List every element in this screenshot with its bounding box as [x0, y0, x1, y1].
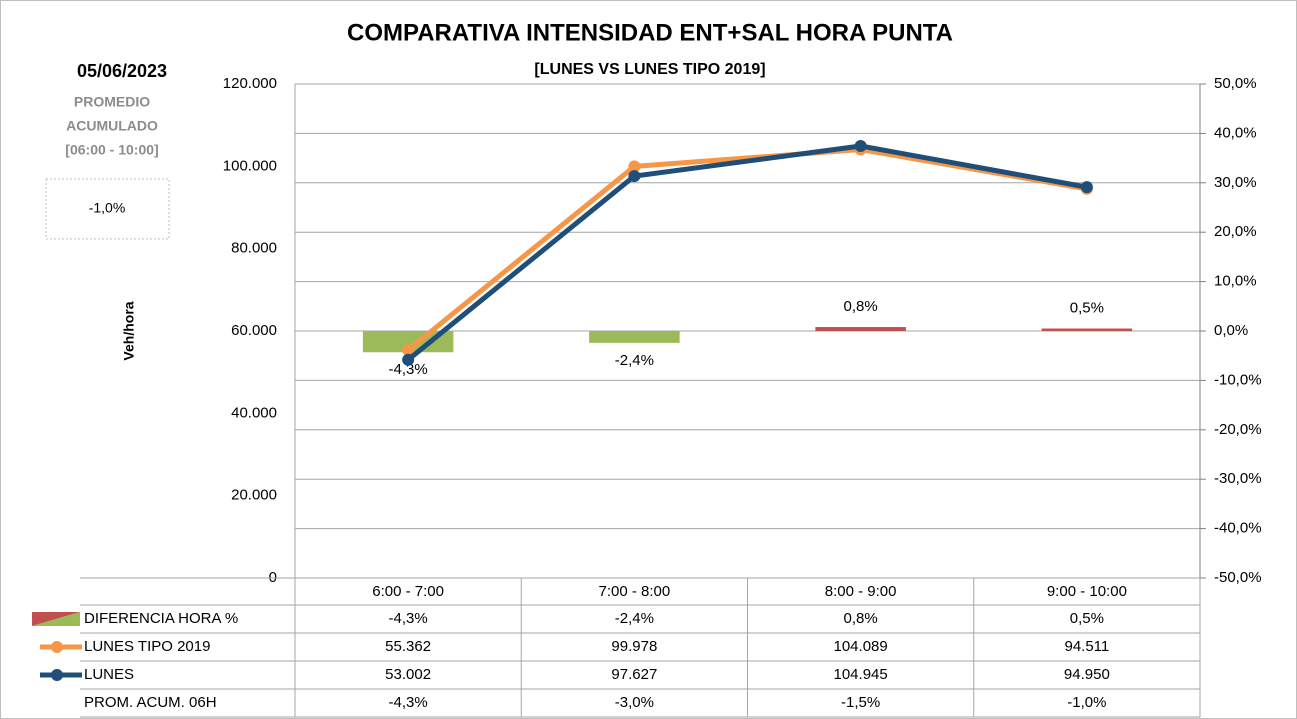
table-cell: -2,4%	[615, 610, 654, 627]
marker	[628, 160, 641, 173]
y-tick-label: 100.000	[223, 157, 277, 174]
bar	[815, 327, 906, 331]
table-cell: 0,5%	[1070, 610, 1104, 627]
y2-tick-label: 40,0%	[1214, 124, 1257, 141]
table-cell: 104.089	[834, 638, 888, 655]
line	[406, 143, 1088, 362]
legend-label: LUNES	[84, 666, 134, 683]
row-label: PROM. ACUM. 06H	[84, 694, 217, 711]
data-label: -2,4%	[615, 352, 654, 369]
date: 05/06/2023	[77, 61, 167, 81]
marker	[402, 344, 415, 357]
y2-tick-label: 10,0%	[1214, 273, 1257, 290]
side-note: [06:00 - 10:00]	[65, 142, 158, 158]
legend-label: LUNES TIPO 2019	[84, 638, 210, 655]
side-note: ACUMULADO	[66, 118, 158, 134]
side-box	[45, 178, 170, 240]
y2-tick-label: 0,0%	[1214, 322, 1248, 339]
table-cell: -4,3%	[389, 610, 428, 627]
legend-swatch	[32, 612, 80, 626]
table-cell: -1,0%	[1067, 694, 1106, 711]
y-tick-label: 80.000	[231, 240, 277, 257]
bar	[589, 331, 680, 343]
bar	[1041, 328, 1133, 331]
x-tick-label: 9:00 - 10:00	[1047, 583, 1127, 600]
chart-subtitle: [LUNES VS LUNES TIPO 2019]	[534, 61, 765, 78]
y-tick-label: 120.000	[223, 75, 277, 92]
table-cell: 94.511	[1064, 638, 1109, 655]
data-label: 0,8%	[844, 298, 878, 315]
table-cell: 104.945	[834, 666, 888, 683]
marker	[628, 170, 641, 183]
y-tick-label: 0	[269, 569, 277, 586]
y2-tick-label: -10,0%	[1214, 371, 1262, 388]
legend-swatch	[51, 669, 63, 681]
y-tick-label: 20.000	[231, 487, 277, 504]
y2-tick-label: 30,0%	[1214, 174, 1257, 191]
y2-tick-label: -30,0%	[1214, 470, 1262, 487]
table-cell: -1,5%	[841, 694, 880, 711]
marker	[402, 353, 415, 366]
table-cell: -4,3%	[389, 694, 428, 711]
y-axis-label: Veh/hora	[121, 301, 137, 360]
table-cell: 97.627	[611, 666, 657, 683]
line	[406, 147, 1088, 353]
x-tick-label: 8:00 - 9:00	[825, 583, 897, 600]
x-tick-label: 7:00 - 8:00	[599, 583, 671, 600]
legend-swatch	[51, 641, 63, 653]
marker	[854, 139, 867, 152]
y2-tick-label: 20,0%	[1214, 223, 1257, 240]
table-cell: 53.002	[385, 666, 431, 683]
y2-tick-label: -50,0%	[1214, 569, 1262, 586]
chart-title: COMPARATIVA INTENSIDAD ENT+SAL HORA PUNT…	[347, 19, 953, 46]
table-cell: 0,8%	[844, 610, 878, 627]
table-cell: -3,0%	[615, 694, 654, 711]
y2-tick-label: -20,0%	[1214, 421, 1262, 438]
legend-label: DIFERENCIA HORA %	[84, 610, 238, 627]
table-cell: 55.362	[385, 638, 431, 655]
table-cell: 94.950	[1064, 666, 1110, 683]
side-box-value: -1,0%	[89, 200, 126, 216]
x-tick-label: 6:00 - 7:00	[372, 583, 444, 600]
marker	[1080, 181, 1093, 194]
side-note: PROMEDIO	[74, 94, 150, 110]
data-label: -4,3%	[389, 361, 428, 378]
y2-tick-label: 50,0%	[1214, 75, 1257, 92]
y-tick-label: 40.000	[231, 404, 277, 421]
y2-tick-label: -40,0%	[1214, 520, 1262, 537]
bar	[362, 331, 454, 353]
table-cell: 99.978	[611, 638, 657, 655]
y-tick-label: 60.000	[231, 322, 277, 339]
data-label: 0,5%	[1070, 299, 1104, 316]
